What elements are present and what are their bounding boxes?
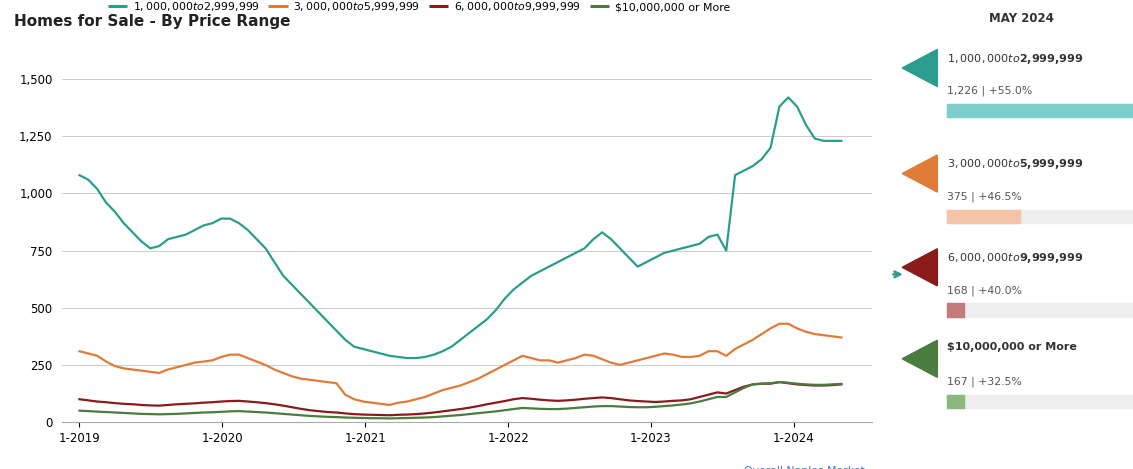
$1,000,000 to $2,999,999 — [295, 291, 308, 297]
Bar — [947, 395, 964, 408]
$6,000,000 to $9,999,999 — [241, 399, 255, 404]
$6,000,000 to $9,999,999 — [73, 396, 86, 402]
$1,000,000 to $2,999,999 — [197, 223, 211, 228]
Text: $1,000,000 to $2,999,999: $1,000,000 to $2,999,999 — [947, 52, 1083, 66]
$1,000,000 to $2,999,999 — [782, 95, 795, 100]
$6,000,000 to $9,999,999 — [295, 406, 308, 412]
Bar — [947, 303, 964, 317]
Bar — [947, 210, 1020, 223]
Line: $6,000,000 to $9,999,999: $6,000,000 to $9,999,999 — [79, 382, 842, 415]
$10,000,000 or More — [400, 415, 414, 421]
$10,000,000 or More — [383, 416, 397, 421]
Text: Homes for Sale - By Price Range: Homes for Sale - By Price Range — [14, 14, 290, 29]
Text: 375 | +46.5%: 375 | +46.5% — [947, 191, 1022, 202]
$3,000,000 to $5,999,999 — [295, 376, 308, 381]
$1,000,000 to $2,999,999 — [835, 138, 849, 144]
Bar — [947, 395, 1133, 408]
$6,000,000 to $9,999,999 — [383, 412, 397, 418]
$10,000,000 or More — [295, 412, 308, 418]
$6,000,000 to $9,999,999 — [462, 405, 476, 410]
$3,000,000 to $5,999,999 — [701, 348, 715, 354]
Text: 1,226 | +55.0%: 1,226 | +55.0% — [947, 86, 1032, 96]
Polygon shape — [902, 49, 937, 87]
Text: $3,000,000 to $5,999,999: $3,000,000 to $5,999,999 — [947, 157, 1083, 171]
$6,000,000 to $9,999,999 — [773, 379, 786, 385]
$6,000,000 to $9,999,999 — [835, 382, 849, 387]
$6,000,000 to $9,999,999 — [701, 392, 715, 398]
$10,000,000 or More — [462, 411, 476, 417]
Legend: $1,000,000 to $2,999,999, $3,000,000 to $5,999,999, $6,000,000 to $9,999,999, $1: $1,000,000 to $2,999,999, $3,000,000 to … — [103, 0, 734, 17]
$10,000,000 or More — [701, 396, 715, 402]
$1,000,000 to $2,999,999 — [400, 356, 414, 361]
$3,000,000 to $5,999,999 — [462, 379, 476, 385]
$6,000,000 to $9,999,999 — [197, 400, 211, 406]
Text: $6,000,000 to $9,999,999: $6,000,000 to $9,999,999 — [947, 251, 1083, 265]
Bar — [947, 104, 1133, 117]
$10,000,000 or More — [241, 409, 255, 415]
$3,000,000 to $5,999,999 — [400, 399, 414, 404]
$3,000,000 to $5,999,999 — [73, 348, 86, 354]
Text: $10,000,000 or More: $10,000,000 or More — [947, 342, 1076, 352]
$3,000,000 to $5,999,999 — [383, 402, 397, 408]
Line: $10,000,000 or More: $10,000,000 or More — [79, 382, 842, 418]
Text: Overall Naples Market: Overall Naples Market — [743, 466, 864, 469]
$10,000,000 or More — [773, 379, 786, 385]
$1,000,000 to $2,999,999 — [462, 330, 476, 336]
Bar — [947, 104, 1133, 117]
$3,000,000 to $5,999,999 — [197, 359, 211, 364]
$3,000,000 to $5,999,999 — [835, 335, 849, 340]
$10,000,000 or More — [197, 410, 211, 416]
$1,000,000 to $2,999,999 — [241, 227, 255, 233]
$1,000,000 to $2,999,999 — [701, 234, 715, 240]
$1,000,000 to $2,999,999 — [392, 354, 406, 360]
$3,000,000 to $5,999,999 — [241, 356, 255, 361]
Line: $1,000,000 to $2,999,999: $1,000,000 to $2,999,999 — [79, 98, 842, 358]
Polygon shape — [902, 155, 937, 192]
Text: 168 | +40.0%: 168 | +40.0% — [947, 285, 1022, 295]
Text: 167 | +32.5%: 167 | +32.5% — [947, 377, 1022, 387]
$6,000,000 to $9,999,999 — [400, 412, 414, 417]
Line: $3,000,000 to $5,999,999: $3,000,000 to $5,999,999 — [79, 324, 842, 405]
$1,000,000 to $2,999,999 — [73, 172, 86, 178]
Bar — [947, 303, 1133, 317]
$10,000,000 or More — [73, 408, 86, 414]
Polygon shape — [902, 249, 937, 286]
Text: MAY 2024: MAY 2024 — [989, 12, 1054, 25]
$3,000,000 to $5,999,999 — [773, 321, 786, 326]
$10,000,000 or More — [835, 381, 849, 387]
Polygon shape — [902, 340, 937, 378]
Bar — [947, 210, 1133, 223]
